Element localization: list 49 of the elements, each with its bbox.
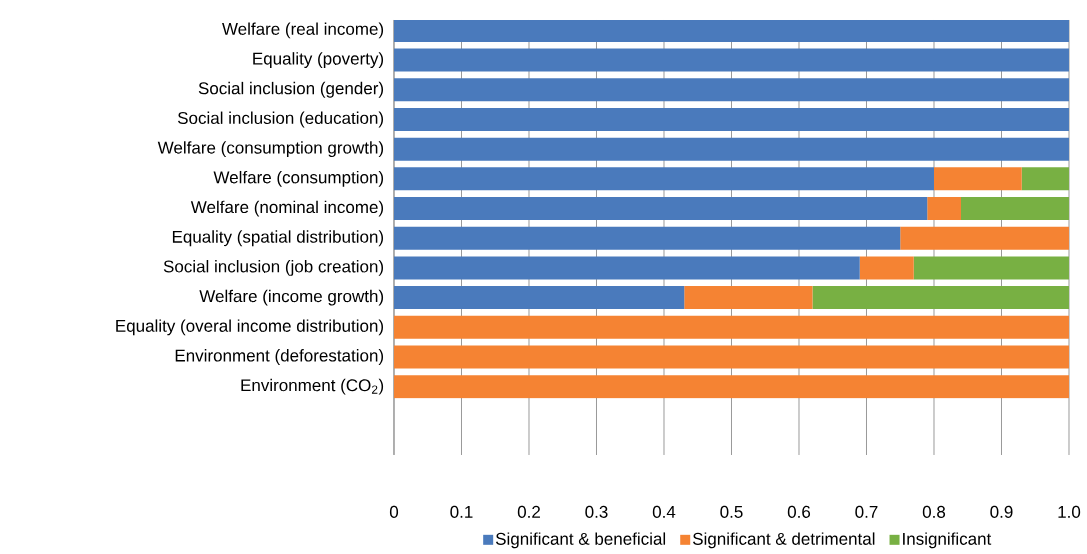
x-tick-label: 0.9	[990, 505, 1013, 518]
bar	[394, 286, 685, 310]
y-tick-label: Environment (CO$_{2}$)	[241, 378, 384, 395]
bar	[394, 375, 1069, 399]
legend-label: Significant & detrimental	[692, 532, 875, 549]
x-tick-label: 1.0	[1058, 505, 1081, 518]
bar	[859, 256, 914, 280]
bar	[394, 197, 928, 221]
bar	[394, 48, 1069, 72]
legend-label: Significant & beneficial	[495, 532, 666, 549]
bar	[913, 256, 1069, 280]
x-tick-label: 0.3	[585, 505, 608, 518]
y-tick-label: Social inclusion (education)	[177, 111, 384, 128]
bar	[394, 107, 1069, 131]
x-tick-label: 0.7	[855, 505, 878, 518]
bar	[1021, 167, 1069, 191]
bar	[394, 345, 1069, 369]
bar	[684, 286, 813, 310]
y-tick-label: Equality (spatial distribution)	[172, 230, 384, 247]
x-tick-label: 0.8	[922, 505, 946, 518]
x-tick-label: 0	[389, 505, 399, 518]
x-tick-label: 0.4	[652, 505, 676, 518]
x-tick-label: 0.1	[450, 505, 473, 518]
bar	[960, 197, 1069, 221]
bar	[394, 20, 1069, 42]
y-tick-label: Social inclusion (gender)	[198, 81, 384, 98]
bar	[394, 137, 1069, 161]
bar	[394, 167, 934, 191]
y-tick-label: Welfare (real income)	[222, 22, 384, 39]
x-tick-label: 0.5	[720, 505, 743, 518]
y-tick-label: Equality (poverty)	[253, 52, 384, 69]
bar	[927, 197, 961, 221]
x-tick-label: 0.6	[787, 505, 811, 518]
x-tick-label: 0.2	[517, 505, 540, 518]
y-tick-label: Environment (deforestation)	[175, 349, 384, 365]
legend-label: Insignificant	[903, 532, 992, 549]
bar	[394, 78, 1069, 102]
y-tick-label: Welfare (income growth)	[199, 289, 384, 306]
y-tick-label: Equality (overal income distribution)	[116, 319, 384, 336]
y-tick-label: Social inclusion (job creation)	[163, 260, 384, 276]
bar	[812, 286, 1069, 310]
bar	[394, 256, 860, 280]
bar	[394, 226, 901, 250]
bar	[933, 167, 1022, 191]
y-tick-label: Welfare (consumption)	[213, 170, 384, 187]
bar	[900, 226, 1069, 250]
y-tick-label: Welfare (nominal income)	[190, 200, 384, 217]
y-tick-label: Welfare (consumption growth)	[157, 141, 384, 158]
bar	[394, 315, 1069, 339]
